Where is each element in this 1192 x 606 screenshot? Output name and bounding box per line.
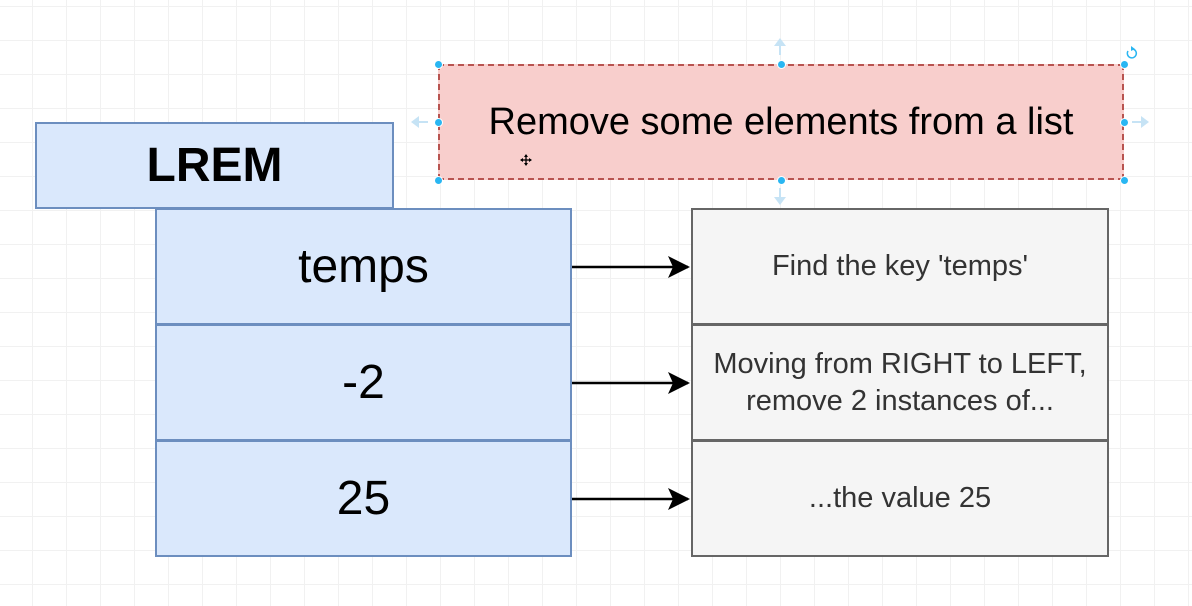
- desc-text: ...the value 25: [808, 482, 992, 514]
- arg-label: -2: [342, 356, 385, 409]
- quick-connect-up-icon[interactable]: [774, 38, 786, 55]
- arrow-value[interactable]: [572, 488, 690, 510]
- arg-cell-count[interactable]: -2: [155, 324, 572, 441]
- header-note-text: Remove some elements from a list: [488, 100, 1074, 143]
- move-cursor-icon: [520, 154, 532, 166]
- command-name-box[interactable]: LREM: [35, 122, 394, 209]
- quick-connect-down-icon[interactable]: [774, 188, 786, 205]
- header-note-box[interactable]: Remove some elements from a list: [438, 64, 1124, 180]
- desc-cell-value[interactable]: ...the value 25: [691, 440, 1109, 557]
- quick-connect-right-icon[interactable]: [1132, 116, 1149, 128]
- desc-text: Moving from RIGHT to LEFT, remove 2 inst…: [713, 347, 1087, 417]
- resize-handle-sw[interactable]: [434, 176, 443, 185]
- resize-handle-w[interactable]: [434, 118, 443, 127]
- command-name: LREM: [146, 139, 283, 192]
- desc-text: Find the key 'temps': [771, 250, 1029, 282]
- desc-cell-key[interactable]: Find the key 'temps': [691, 208, 1109, 325]
- resize-handle-nw[interactable]: [434, 60, 443, 69]
- arg-label: 25: [336, 472, 391, 525]
- desc-cell-count[interactable]: Moving from RIGHT to LEFT, remove 2 inst…: [691, 324, 1109, 441]
- arrow-count[interactable]: [572, 372, 690, 394]
- arg-label: temps: [298, 240, 429, 293]
- resize-handle-s[interactable]: [777, 176, 786, 185]
- arg-cell-key[interactable]: temps: [155, 208, 572, 325]
- resize-handle-e[interactable]: [1120, 118, 1129, 127]
- resize-handle-ne[interactable]: [1120, 60, 1129, 69]
- arrow-temps[interactable]: [572, 256, 690, 278]
- quick-connect-left-icon[interactable]: [411, 116, 428, 128]
- arg-cell-value[interactable]: 25: [155, 440, 572, 557]
- rotate-handle-icon[interactable]: [1126, 46, 1138, 59]
- resize-handle-se[interactable]: [1120, 176, 1129, 185]
- resize-handle-n[interactable]: [777, 60, 786, 69]
